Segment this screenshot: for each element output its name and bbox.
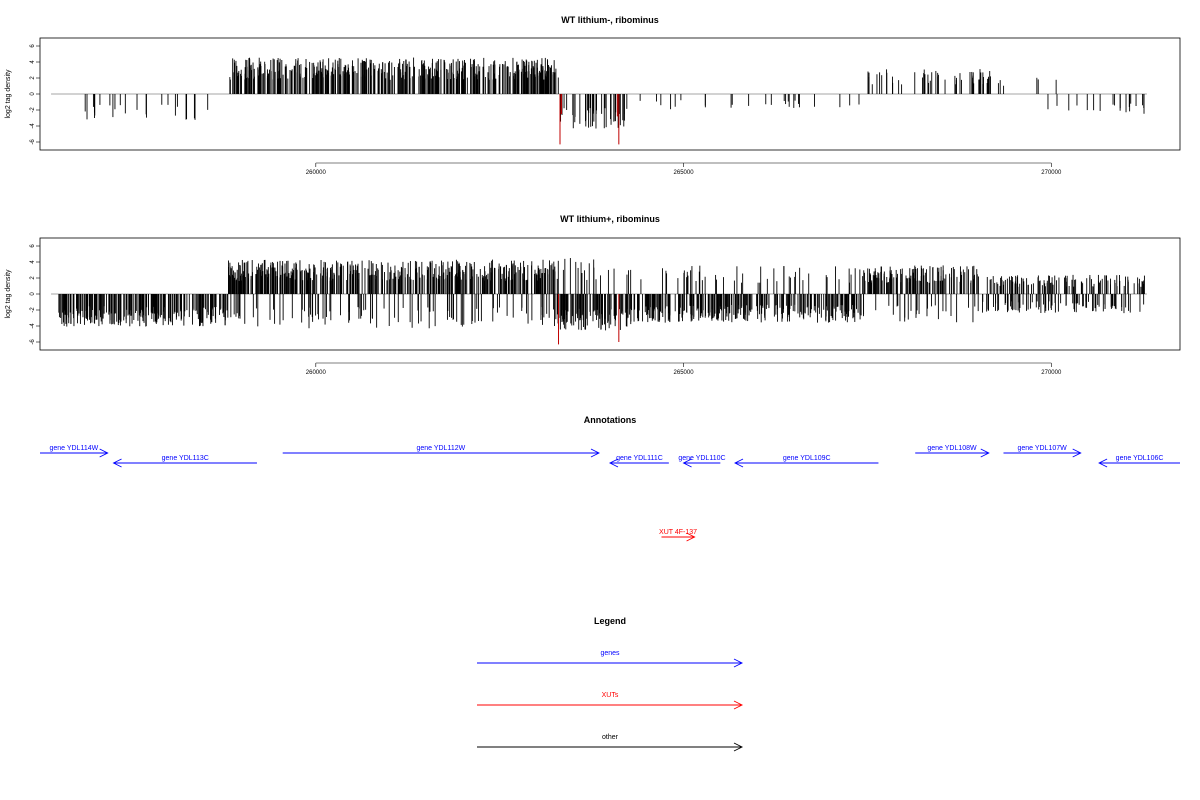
- legend-arrow: [477, 658, 744, 668]
- feature-label: gene YDL110C: [678, 455, 725, 462]
- x-tick-label: 265000: [674, 370, 695, 376]
- feature-arrow: [682, 458, 721, 468]
- feature-label: XUT 4F-137: [659, 529, 697, 536]
- x-tick-label: 270000: [1041, 370, 1062, 376]
- density-bars: [51, 57, 1147, 145]
- x-tick-label: 265000: [674, 170, 695, 176]
- y-tick-label: -6: [30, 139, 36, 145]
- y-axis: -6 -4 -2 0 2 4 6: [30, 44, 40, 145]
- feature-arrow: [661, 532, 696, 542]
- legend-label: other: [602, 734, 619, 741]
- legend-label: XUTs: [602, 692, 619, 699]
- y-tick-label: -6: [30, 339, 36, 345]
- annotation-features: gene YDL114W gene YDL113C gene YDL112W gene…: [40, 445, 1180, 542]
- feature-label: gene YDL112W: [416, 445, 465, 452]
- feature-label: gene YDL106C: [1116, 455, 1164, 462]
- feature-arrow: [608, 458, 669, 468]
- feature-arrow: [112, 458, 257, 468]
- legend-arrow: [477, 742, 744, 752]
- feature-label: gene YDL107W: [1017, 445, 1067, 452]
- feature-label: gene YDL109C: [783, 455, 831, 462]
- feature-arrow: [734, 458, 879, 468]
- legend-panel: Legend genes XUTs other: [477, 616, 744, 752]
- legend-arrow: [477, 700, 744, 710]
- y-tick-label: 2: [30, 76, 36, 80]
- track-title: WT lithium+, ribominus: [560, 214, 660, 224]
- legend-label: genes: [600, 650, 620, 657]
- feature-arrow: [915, 448, 990, 458]
- y-tick-label: 0: [30, 292, 36, 296]
- x-tick-label: 260000: [306, 370, 327, 376]
- y-tick-label: 6: [30, 44, 36, 48]
- y-axis-label: log2 tag density: [5, 269, 12, 319]
- feature-arrow: [1098, 458, 1180, 468]
- y-tick-label: 6: [30, 244, 36, 248]
- y-tick-label: 0: [30, 92, 36, 96]
- feature-label: gene YDL114W: [49, 445, 98, 452]
- feature-label: gene YDL111C: [616, 455, 663, 462]
- track-panel-lithium-plus: WT lithium+, ribominus log2 tag density …: [5, 214, 1181, 376]
- feature-arrow: [282, 448, 600, 458]
- y-tick-label: 2: [30, 276, 36, 280]
- feature-label: gene YDL113C: [162, 455, 209, 462]
- density-bars: [51, 258, 1147, 345]
- legend-items: genes XUTs other: [477, 650, 744, 752]
- x-tick-label: 270000: [1041, 170, 1062, 176]
- y-tick-label: 4: [30, 260, 36, 264]
- y-tick-label: 4: [30, 60, 36, 64]
- track-panel-lithium-minus: WT lithium-, ribominus log2 tag density …: [5, 15, 1181, 176]
- y-axis-label: log2 tag density: [5, 69, 12, 119]
- y-tick-label: -4: [30, 323, 36, 329]
- feature-label: gene YDL108W: [927, 445, 977, 452]
- x-tick-label: 260000: [306, 170, 327, 176]
- feature-arrow: [40, 448, 109, 458]
- track-title: WT lithium-, ribominus: [561, 15, 659, 25]
- legend-title: Legend: [594, 616, 626, 626]
- x-axis: 260000 265000 270000: [306, 362, 1062, 376]
- y-tick-label: -2: [30, 107, 36, 113]
- y-axis: -6 -4 -2 0 2 4 6: [30, 244, 40, 345]
- y-tick-label: -4: [30, 123, 36, 129]
- x-axis: 260000 265000 270000: [306, 162, 1062, 176]
- y-tick-label: -2: [30, 307, 36, 313]
- feature-arrow: [1003, 448, 1082, 458]
- annotations-title: Annotations: [584, 415, 637, 425]
